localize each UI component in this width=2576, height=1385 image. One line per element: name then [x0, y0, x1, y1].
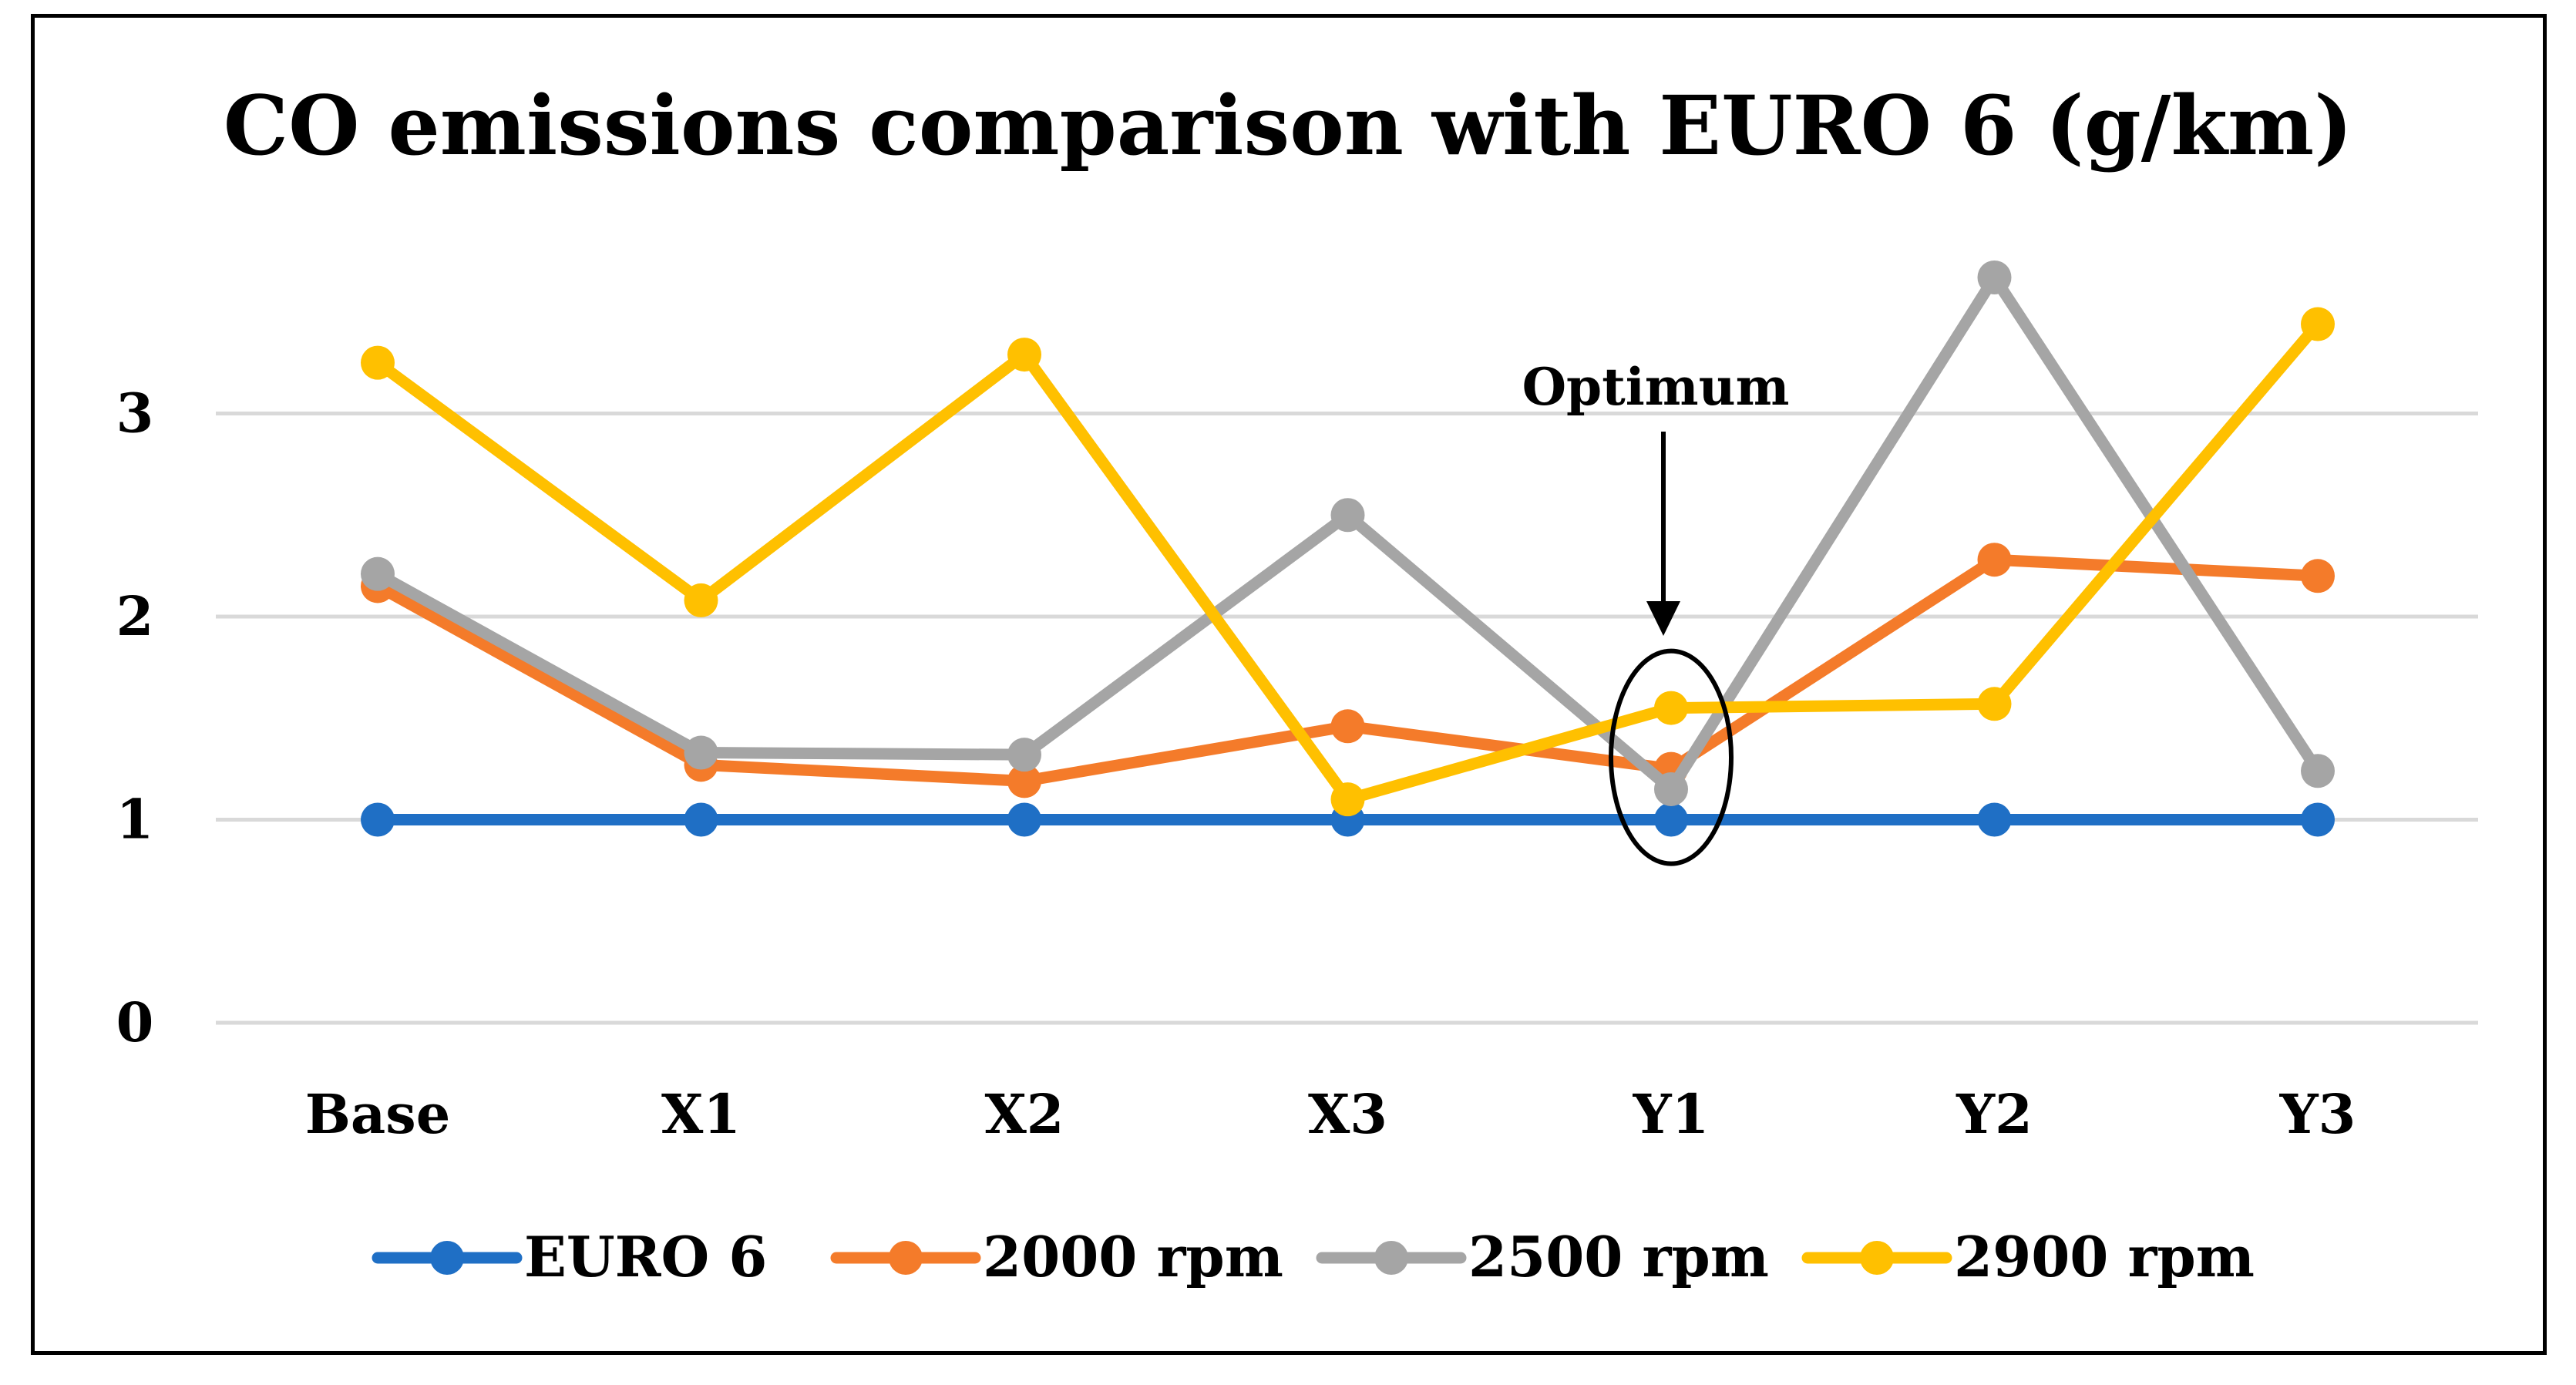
y-tick-label: 3 — [116, 382, 154, 445]
legend-marker — [430, 1241, 464, 1275]
data-point — [361, 556, 395, 591]
data-point — [361, 345, 395, 380]
legend-item: 2500 rpm — [1316, 1224, 1769, 1289]
legend-label: 2900 rpm — [1954, 1224, 2255, 1289]
data-point — [684, 735, 718, 770]
data-point — [361, 802, 395, 837]
legend-item: 2900 rpm — [1801, 1224, 2255, 1289]
data-point — [1007, 764, 1041, 798]
data-point — [1977, 687, 2012, 721]
x-tick-label: Y2 — [1956, 1082, 2033, 1146]
series-2900-rpm — [361, 307, 2335, 817]
data-point — [2301, 559, 2335, 593]
data-point — [1007, 738, 1041, 772]
annotation-layer: Optimum — [1522, 357, 1790, 866]
series-2500-rpm — [361, 260, 2335, 806]
legend-marker — [889, 1241, 923, 1275]
data-point — [1007, 802, 1041, 837]
series-2000-rpm — [361, 543, 2335, 798]
series-euro-6 — [361, 802, 2335, 837]
data-point — [1654, 802, 1688, 837]
legend-marker — [1374, 1241, 1408, 1275]
data-point — [2301, 802, 2335, 837]
data-point — [1330, 782, 1365, 817]
x-tick-label: X3 — [1308, 1082, 1387, 1146]
data-point — [1654, 691, 1688, 725]
chart-frame — [31, 14, 2547, 1355]
data-point — [1977, 802, 2012, 837]
y-axis-ticks: 0 1 2 3 — [116, 382, 154, 1055]
chart-title: CO emissions comparison with EURO 6 (g/k… — [224, 77, 2353, 173]
data-point — [2301, 307, 2335, 341]
x-tick-label: X2 — [984, 1082, 1064, 1146]
legend-label: EURO 6 — [524, 1224, 767, 1289]
legend-label: 2500 rpm — [1468, 1224, 1769, 1289]
series-layer — [361, 260, 2335, 837]
optimum-annotation-label: Optimum — [1522, 357, 1790, 417]
x-tick-label: Y1 — [1633, 1082, 1710, 1146]
y-tick-label: 0 — [116, 990, 154, 1054]
legend: EURO 6 2000 rpm 2500 rpm 2900 rpm — [372, 1224, 2255, 1289]
y-tick-label: 1 — [116, 788, 154, 852]
optimum-arrow-head — [1646, 601, 1680, 636]
data-point — [1977, 543, 2012, 577]
data-point — [2301, 754, 2335, 788]
legend-item: EURO 6 — [372, 1224, 767, 1289]
data-point — [1330, 709, 1365, 744]
x-tick-label: Base — [305, 1082, 450, 1146]
x-axis-ticks: Base X1 X2 X3 Y1 Y2 Y3 — [305, 1082, 2356, 1146]
legend-label: 2000 rpm — [983, 1224, 1283, 1289]
data-point — [1977, 260, 2012, 294]
data-point — [684, 802, 718, 837]
y-tick-label: 2 — [116, 584, 154, 648]
legend-marker — [1860, 1241, 1894, 1275]
legend-item: 2000 rpm — [830, 1224, 1283, 1289]
data-point — [684, 583, 718, 617]
x-tick-label: Y3 — [2279, 1082, 2356, 1146]
data-point — [1654, 771, 1688, 806]
x-tick-label: X1 — [661, 1082, 741, 1146]
data-point — [1330, 498, 1365, 533]
data-point — [1007, 338, 1041, 372]
optimum-ellipse — [1609, 648, 1734, 866]
